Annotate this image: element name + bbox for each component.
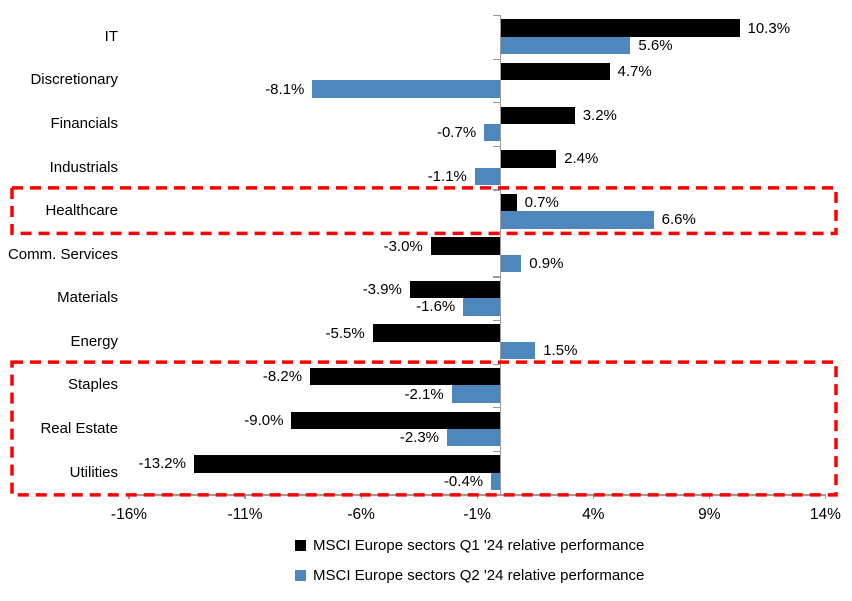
category-label-industrials: Industrials: [49, 158, 118, 176]
category-label-healthcare: Healthcare: [45, 202, 118, 220]
data-label-q2-healthcare: 6.6%: [661, 211, 696, 229]
value-axis-zero-line: [499, 15, 501, 495]
legend-swatch-q1: [295, 540, 306, 551]
data-label-q2-real-estate: -2.3%: [399, 429, 440, 447]
highlight-box-healthcare: [10, 186, 838, 236]
data-label-q1-it: 10.3%: [747, 19, 791, 37]
category-label-it: IT: [104, 27, 118, 45]
bar-q2-staples: [451, 385, 501, 403]
data-label-q1-industrials: 2.4%: [564, 150, 599, 168]
legend-label-q2: MSCI Europe sectors Q2 '24 relative perf…: [313, 567, 645, 584]
x-axis-tick-label: -6%: [347, 506, 375, 523]
category-label-materials: Materials: [57, 289, 118, 307]
x-axis-tick: [592, 494, 594, 500]
category-axis-tick: [493, 320, 501, 322]
bar-q2-healthcare: [500, 211, 654, 229]
data-label-q1-real-estate: -9.0%: [244, 411, 284, 429]
bar-q1-real-estate: [291, 411, 501, 430]
bar-q2-industrials: [474, 167, 501, 185]
bar-q1-discretionary: [500, 62, 610, 81]
bar-q2-real-estate: [447, 429, 501, 447]
legend-item-q2: MSCI Europe sectors Q2 '24 relative perf…: [295, 566, 644, 585]
x-axis-tick: [708, 494, 710, 500]
data-label-q2-materials: -1.6%: [416, 298, 456, 316]
bar-q2-comm-services: [500, 254, 522, 273]
category-label-staples: Staples: [67, 376, 118, 394]
x-axis-tick: [244, 494, 246, 500]
category-axis-tick: [493, 494, 501, 496]
x-axis-tick-label: -11%: [227, 506, 263, 523]
data-label-q1-energy: -5.5%: [325, 324, 365, 342]
data-label-q2-utilities: -0.4%: [443, 472, 484, 490]
x-axis-tick: [476, 494, 478, 500]
legend-swatch-q2: [295, 570, 306, 581]
data-label-q2-industrials: -1.1%: [427, 167, 467, 185]
bar-q2-energy: [500, 341, 536, 360]
category-axis-tick: [493, 407, 501, 409]
data-label-q1-staples: -8.2%: [262, 368, 303, 386]
x-axis-tick: [824, 494, 826, 500]
category-axis-tick: [493, 102, 501, 104]
bar-q2-materials: [463, 298, 501, 316]
category-label-energy: Energy: [70, 332, 118, 350]
x-axis-tick: [360, 494, 362, 500]
category-axis-tick: [493, 189, 501, 191]
category-axis-tick: [493, 363, 501, 365]
category-axis-tick: [493, 450, 501, 452]
bar-q2-discretionary: [312, 80, 501, 98]
legend-item-q1: MSCI Europe sectors Q1 '24 relative perf…: [295, 536, 644, 555]
x-axis-tick-label: 4%: [582, 506, 605, 523]
category-label-real-estate: Real Estate: [40, 420, 118, 438]
bar-q1-financials: [500, 106, 575, 124]
bar-q1-energy: [372, 324, 501, 342]
category-label-financials: Financials: [50, 114, 118, 132]
data-label-q1-utilities: -13.2%: [138, 455, 186, 473]
data-label-q1-materials: -3.9%: [362, 281, 402, 299]
x-axis-tick-label: 9%: [698, 506, 721, 523]
data-label-q2-discretionary: -8.1%: [265, 80, 305, 98]
category-axis-tick: [493, 232, 501, 235]
bar-q1-healthcare: [500, 193, 517, 212]
category-label-discretionary: Discretionary: [30, 71, 118, 89]
data-label-q2-energy: 1.5%: [543, 342, 578, 360]
data-label-q1-discretionary: 4.7%: [617, 63, 652, 81]
bar-q1-it: [500, 19, 740, 37]
bar-q1-staples: [310, 368, 501, 386]
x-axis-tick-label: -1%: [463, 506, 491, 523]
data-label-q2-comm-services: 0.9%: [529, 254, 564, 272]
data-label-q2-staples: -2.1%: [404, 385, 444, 403]
data-label-q1-comm-services: -3.0%: [383, 237, 423, 255]
x-axis-tick-label: -16%: [110, 506, 148, 523]
x-axis-tick: [128, 494, 130, 500]
category-axis-tick: [493, 145, 501, 147]
bar-q2-it: [500, 36, 631, 55]
data-label-q2-financials: -0.7%: [436, 124, 477, 142]
data-label-q1-healthcare: 0.7%: [524, 193, 559, 211]
bar-q1-industrials: [500, 150, 557, 168]
x-axis-tick-label: 14%: [809, 506, 841, 523]
category-axis-tick: [493, 15, 501, 17]
legend-label-q1: MSCI Europe sectors Q1 '24 relative perf…: [313, 537, 645, 554]
bar-q1-materials: [409, 280, 501, 299]
data-label-q2-it: 5.6%: [638, 36, 673, 54]
data-label-q1-financials: 3.2%: [582, 106, 617, 124]
bar-q2-financials: [484, 123, 501, 142]
category-label-comm-services: Comm. Services: [7, 245, 118, 263]
category-axis-tick: [493, 276, 501, 278]
bar-q1-utilities: [193, 455, 501, 473]
bar-q1-comm-services: [430, 237, 501, 255]
category-axis-tick: [493, 58, 501, 60]
